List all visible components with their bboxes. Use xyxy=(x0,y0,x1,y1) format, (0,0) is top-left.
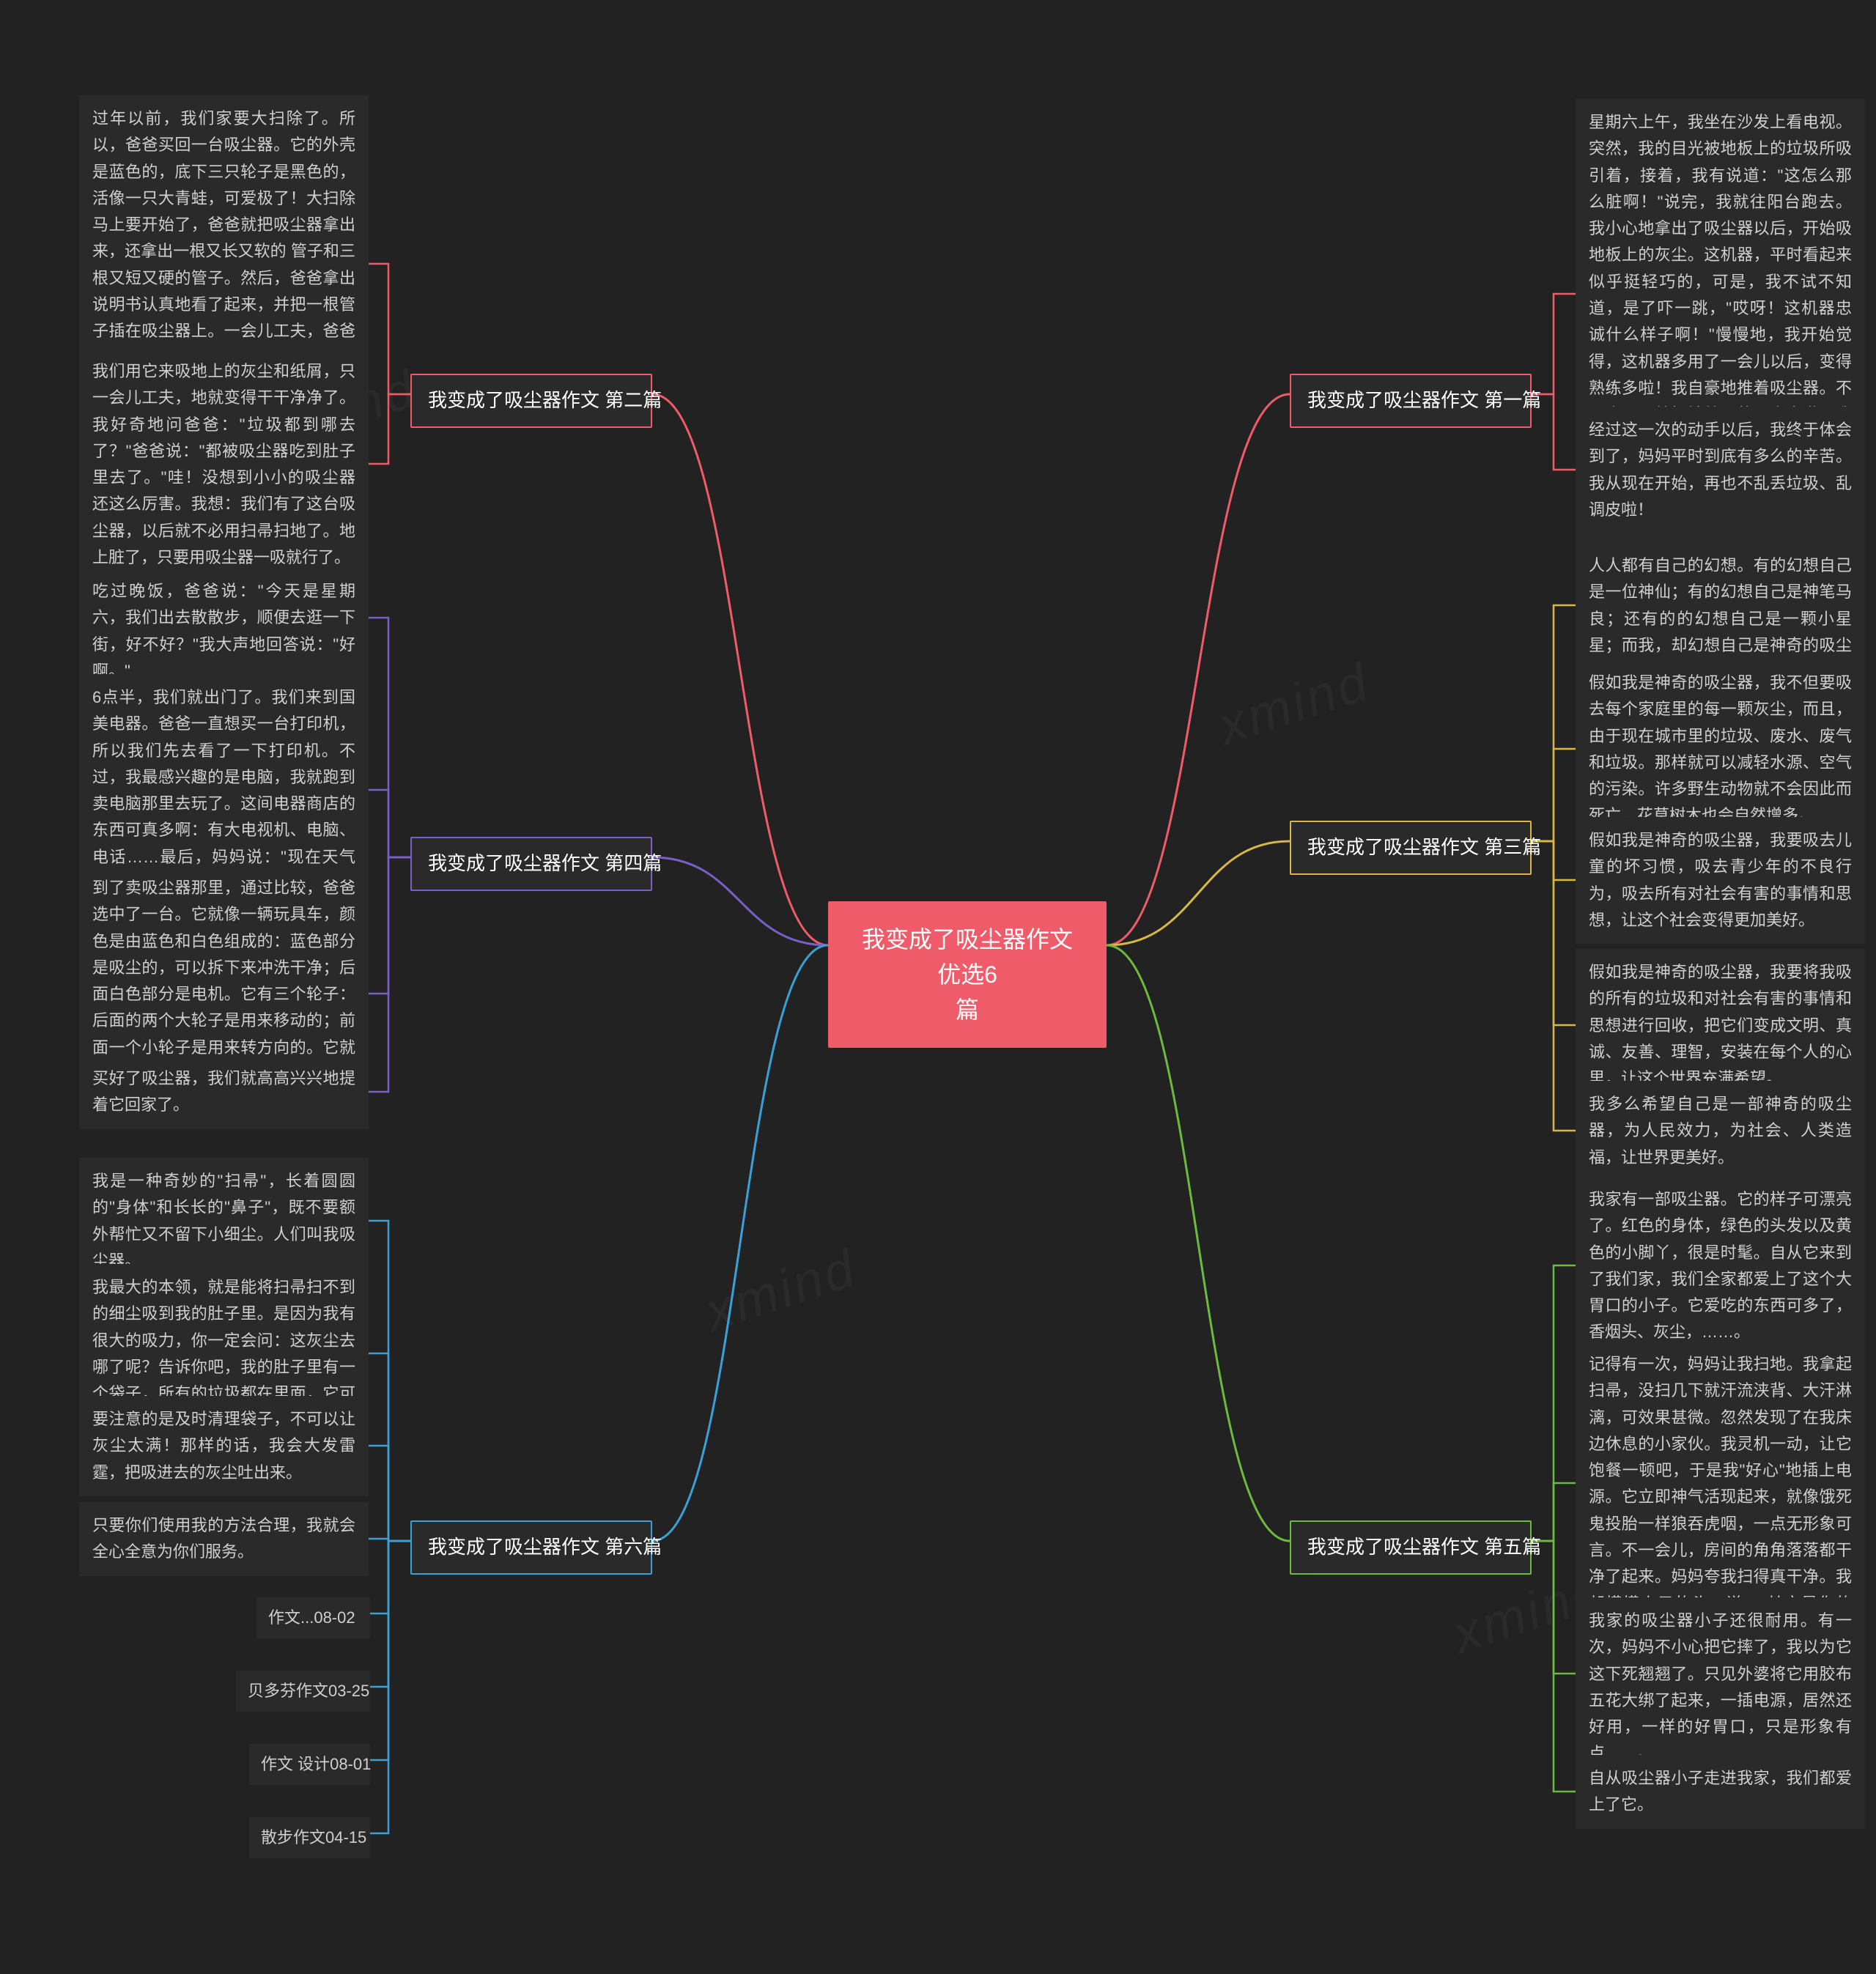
leaf-link[interactable]: 散步作文04-15 xyxy=(249,1817,370,1858)
leaf-link[interactable]: 作文 设计08-01 xyxy=(249,1744,370,1785)
leaf-text: 经过这一次的动手以后，我终于体会到了，妈妈平时到底有多么的辛苦。我从现在开始，再… xyxy=(1576,407,1865,533)
branch-label: 我变成了吸尘器作文 第五篇 xyxy=(1290,1520,1532,1575)
leaf-text: 我多么希望自己是一部神奇的吸尘器，为人民效力，为社会、人类造福，让世界更美好。 xyxy=(1576,1081,1865,1181)
center-node: 我变成了吸尘器作文优选6篇 xyxy=(828,901,1107,1048)
leaf-text: 我家有一部吸尘器。它的样子可漂亮了。红色的身体，绿色的头发以及黄色的小脚丫，很是… xyxy=(1576,1176,1865,1356)
leaf-text: 买好了吸尘器，我们就高高兴兴地提着它回家了。 xyxy=(79,1055,369,1129)
branch-label: 我变成了吸尘器作文 第六篇 xyxy=(410,1520,652,1575)
leaf-link[interactable]: 贝多芬作文03-25 xyxy=(236,1671,370,1712)
watermark: xmind xyxy=(1211,651,1378,757)
branch-label: 我变成了吸尘器作文 第二篇 xyxy=(410,374,652,428)
branch-label: 我变成了吸尘器作文 第四篇 xyxy=(410,837,652,891)
branch-label: 我变成了吸尘器作文 第三篇 xyxy=(1290,821,1532,875)
leaf-text: 假如我是神奇的吸尘器，我不但要吸去每个家庭里的每一颗灰尘，而且，由于现在城市里的… xyxy=(1576,659,1865,840)
leaf-text: 我家的吸尘器小子还很耐用。有一次，妈妈不小心把它摔了，我以为它这下死翘翘了。只见… xyxy=(1576,1597,1865,1778)
leaf-text: 假如我是神奇的吸尘器，我要吸去儿童的坏习惯，吸去青少年的不良行为，吸去所有对社会… xyxy=(1576,817,1865,944)
leaf-text: 只要你们使用我的方法合理，我就会全心全意为你们服务。 xyxy=(79,1502,369,1576)
leaf-text: 我们用它来吸地上的灰尘和纸屑，只一会儿工夫，地就变得干干净净了。我好奇地问爸爸：… xyxy=(79,348,369,581)
leaf-link[interactable]: 作文...08-02 xyxy=(256,1597,370,1638)
leaf-text: 自从吸尘器小子走进我家，我们都爱上了它。 xyxy=(1576,1755,1865,1829)
leaf-text: 要注意的是及时清理袋子，不可以让灰尘太满！那样的话，我会大发雷霆，把吸进去的灰尘… xyxy=(79,1396,369,1496)
watermark: xmind xyxy=(698,1238,865,1343)
leaf-text: 假如我是神奇的吸尘器，我要将我吸的所有的垃圾和对社会有害的事情和思想进行回收，把… xyxy=(1576,949,1865,1102)
branch-label: 我变成了吸尘器作文 第一篇 xyxy=(1290,374,1532,428)
